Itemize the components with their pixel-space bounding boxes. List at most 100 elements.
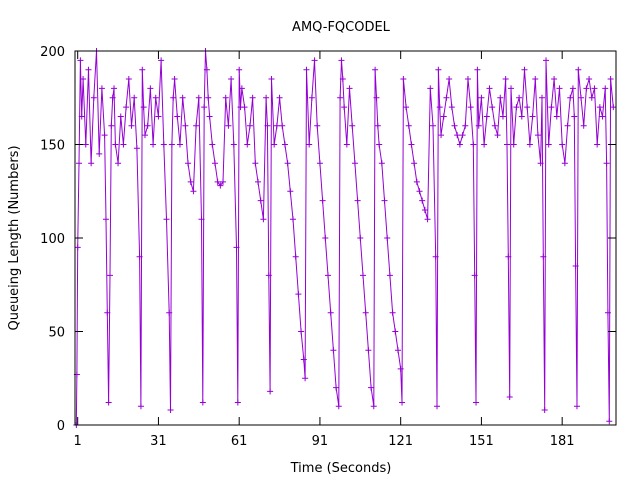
data-point-marker <box>478 94 485 101</box>
data-point-marker <box>333 384 340 391</box>
x-axis-label: Time (Seconds) <box>290 461 392 476</box>
data-point-marker <box>260 216 267 223</box>
data-point-marker <box>115 160 122 167</box>
data-point-marker <box>168 141 175 148</box>
data-point-marker <box>316 160 323 167</box>
data-point-marker <box>553 113 560 120</box>
data-point-marker <box>160 141 167 148</box>
data-point-marker <box>434 403 441 410</box>
data-point-marker <box>438 132 445 139</box>
data-point-marker <box>276 94 283 101</box>
data-point-marker <box>464 76 471 83</box>
data-point-marker <box>74 244 81 251</box>
data-point-marker <box>205 94 212 101</box>
data-point-marker <box>290 216 297 223</box>
data-point-marker <box>98 85 105 92</box>
data-point-marker <box>381 197 388 204</box>
data-point-marker <box>120 141 127 148</box>
data-point-marker <box>604 309 611 316</box>
y-tick-label: 100 <box>40 232 65 247</box>
data-point-marker <box>436 104 443 111</box>
data-point-marker <box>456 141 463 148</box>
data-point-marker <box>128 122 135 129</box>
data-point-marker <box>543 57 550 64</box>
data-point-marker <box>201 104 208 111</box>
data-point-marker <box>474 66 481 73</box>
x-tick-label: 1 <box>74 434 82 449</box>
y-tick-label: 0 <box>57 419 65 434</box>
data-point-marker <box>322 235 329 241</box>
data-point-marker <box>268 76 275 83</box>
data-point-marker <box>206 113 213 120</box>
data-point-marker <box>502 76 509 83</box>
y-tick-label: 200 <box>40 45 65 60</box>
data-point-marker <box>217 182 224 189</box>
data-point-marker <box>399 399 406 406</box>
data-point-marker <box>136 253 143 260</box>
data-point-marker <box>257 197 264 204</box>
data-point-marker <box>300 356 307 363</box>
data-point-marker <box>279 122 286 129</box>
data-point-marker <box>338 57 345 64</box>
data-point-marker <box>105 399 112 406</box>
data-point-marker <box>292 253 299 260</box>
data-point-marker <box>405 122 412 129</box>
data-point-marker <box>537 160 544 167</box>
data-point-marker <box>534 132 541 139</box>
data-point-marker <box>471 272 478 279</box>
data-point-marker <box>349 122 356 129</box>
data-point-marker <box>150 141 157 148</box>
data-point-marker <box>580 122 587 129</box>
data-point-marker <box>591 85 598 92</box>
x-tick-label: 181 <box>550 434 575 449</box>
data-point-marker <box>397 365 404 372</box>
data-point-marker <box>513 104 520 111</box>
data-point-marker <box>311 57 318 64</box>
data-point-marker <box>483 113 490 120</box>
data-point-marker <box>319 197 326 204</box>
data-point-marker <box>506 393 513 400</box>
data-point-marker <box>343 141 350 148</box>
data-point-marker <box>481 141 488 148</box>
data-point-marker <box>470 141 477 148</box>
data-point-marker <box>510 141 517 148</box>
x-tick-label: 91 <box>312 434 329 449</box>
data-point-marker <box>85 66 92 73</box>
data-point-marker <box>244 141 251 148</box>
data-point-marker <box>234 399 241 406</box>
data-point-marker <box>451 122 458 129</box>
data-point-marker <box>603 160 610 167</box>
data-point-marker <box>123 104 130 111</box>
data-point-marker <box>249 94 256 101</box>
data-point-marker <box>373 94 380 101</box>
data-point-marker <box>567 94 574 101</box>
data-point-marker <box>314 122 321 129</box>
data-point-marker <box>327 309 334 316</box>
data-point-marker <box>503 141 510 148</box>
data-point-marker <box>287 188 294 195</box>
data-point-marker <box>199 399 206 406</box>
data-point-marker <box>225 122 232 129</box>
data-point-marker <box>389 309 396 316</box>
data-point-marker <box>462 122 469 129</box>
x-tick-label: 61 <box>231 434 248 449</box>
data-point-marker <box>413 178 420 185</box>
data-point-marker <box>467 104 474 111</box>
data-point-marker <box>271 141 278 148</box>
plot-series-group <box>73 48 617 428</box>
data-point-marker <box>190 188 197 195</box>
data-point-marker <box>551 76 558 83</box>
data-point-marker <box>112 141 119 148</box>
data-point-marker <box>362 309 369 316</box>
data-point-marker <box>378 160 385 167</box>
data-point-marker <box>394 347 401 354</box>
data-point-marker <box>538 94 545 101</box>
data-point-marker <box>448 104 455 111</box>
data-point-marker <box>236 66 243 73</box>
data-point-marker <box>241 104 248 111</box>
data-point-marker <box>147 85 154 92</box>
data-point-marker <box>80 76 87 83</box>
data-point-marker <box>306 141 313 148</box>
data-point-marker <box>111 85 118 92</box>
data-point-marker <box>170 94 177 101</box>
